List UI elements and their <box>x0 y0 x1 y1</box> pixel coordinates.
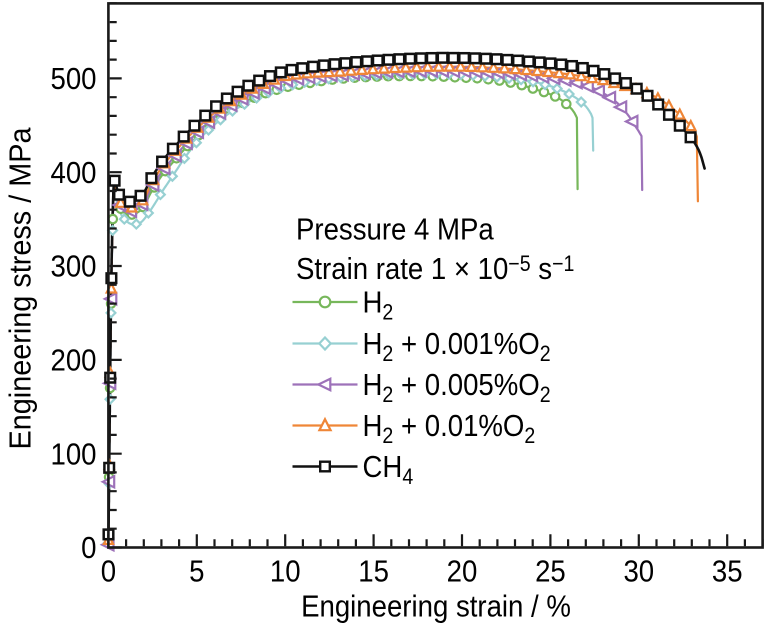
svg-text:500: 500 <box>50 62 96 97</box>
svg-text:H2 + 0.005%O2: H2 + 0.005%O2 <box>363 368 551 408</box>
svg-text:400: 400 <box>50 155 96 190</box>
svg-text:Engineering stress / MPa: Engineering stress / MPa <box>4 127 38 449</box>
svg-text:15: 15 <box>358 554 389 589</box>
svg-text:5: 5 <box>189 554 204 589</box>
svg-text:25: 25 <box>535 554 566 589</box>
svg-text:10: 10 <box>270 554 301 589</box>
svg-text:200: 200 <box>50 343 96 378</box>
svg-text:20: 20 <box>447 554 478 589</box>
svg-text:30: 30 <box>623 554 654 589</box>
svg-text:0: 0 <box>101 554 116 589</box>
svg-text:H2 + 0.001%O2: H2 + 0.001%O2 <box>363 327 551 367</box>
svg-text:300: 300 <box>50 249 96 284</box>
svg-text:Pressure 4 MPa: Pressure 4 MPa <box>296 212 494 247</box>
svg-text:Strain rate 1 × 10−5 s−1: Strain rate 1 × 10−5 s−1 <box>296 252 574 287</box>
svg-text:Engineering strain / %: Engineering strain / % <box>301 589 571 624</box>
svg-text:35: 35 <box>712 554 743 589</box>
svg-text:100: 100 <box>50 437 96 472</box>
svg-text:0: 0 <box>81 531 96 566</box>
